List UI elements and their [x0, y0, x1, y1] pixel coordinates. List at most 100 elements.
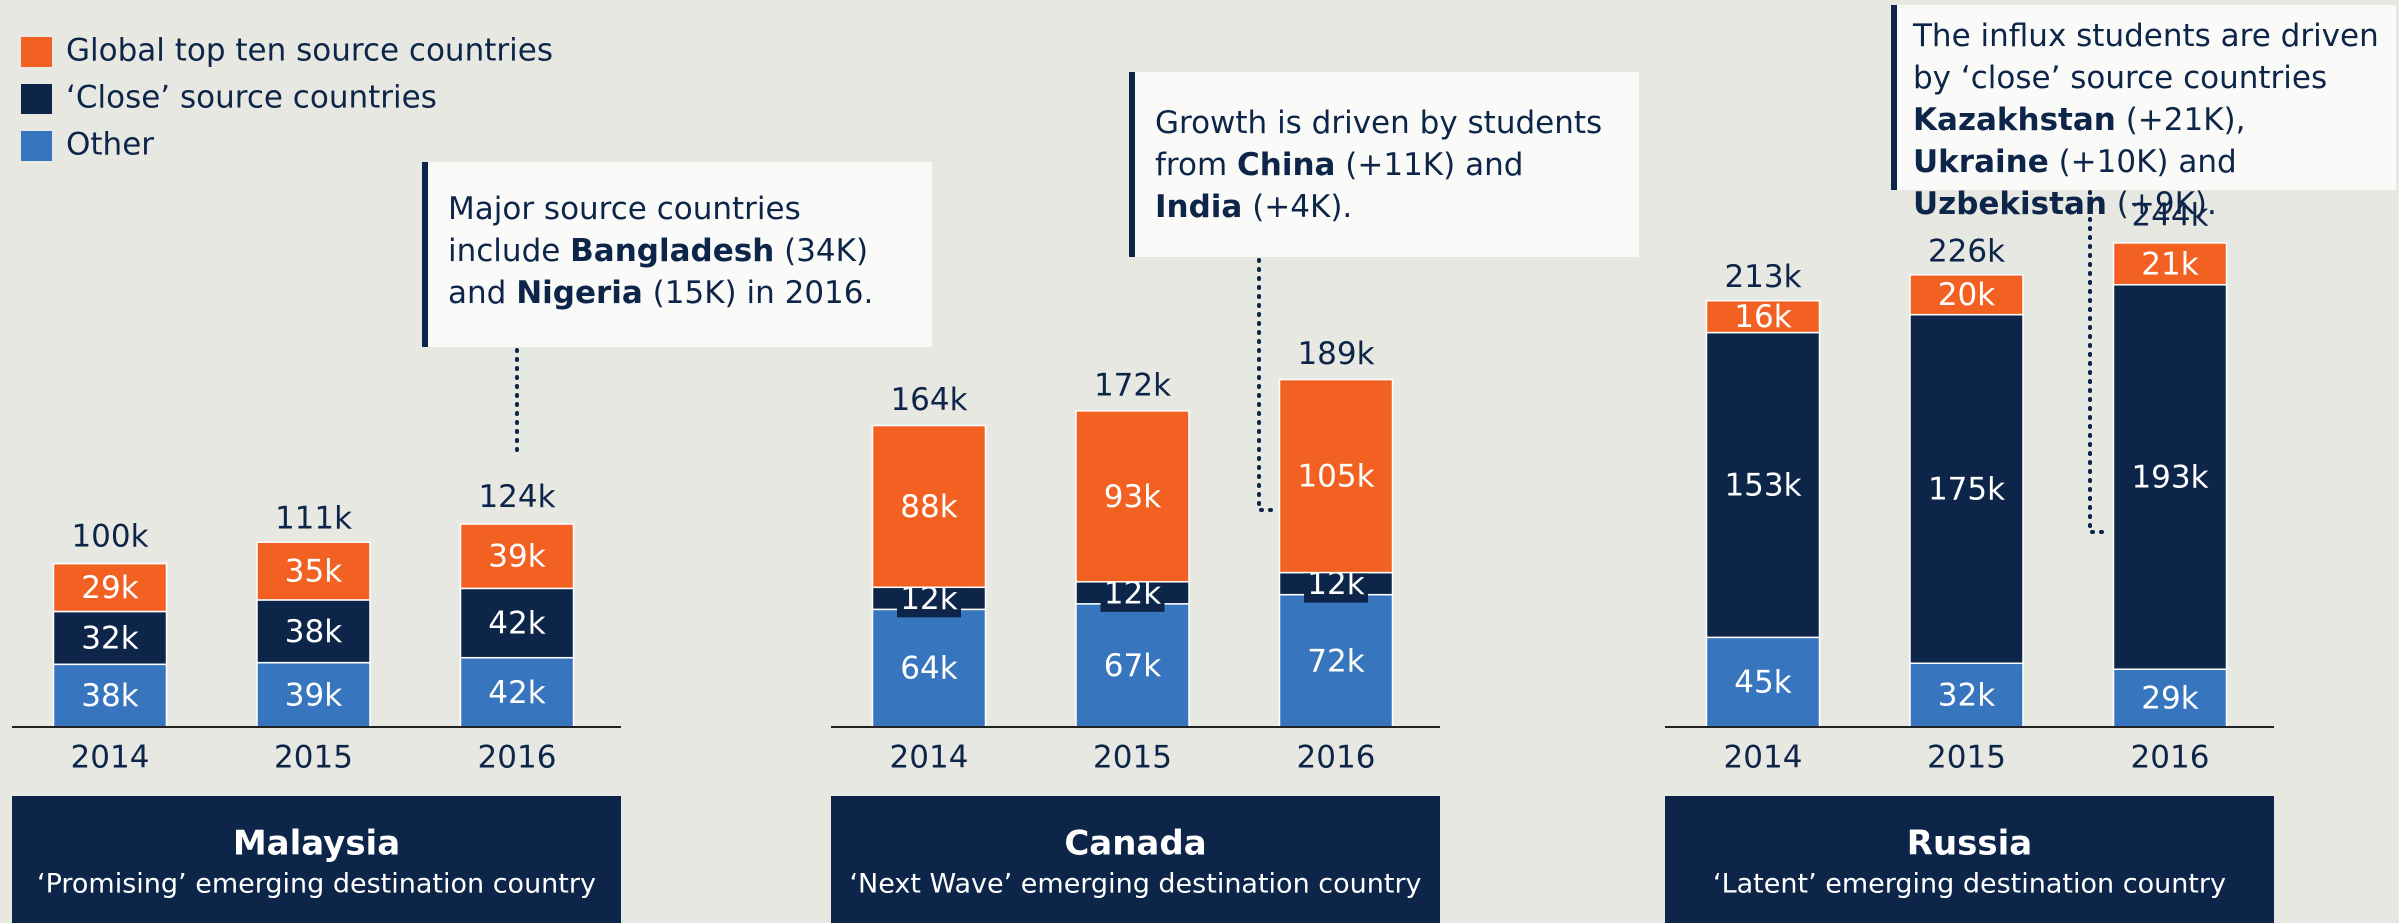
value-label: 35k [285, 554, 342, 590]
legend-label: Other [66, 127, 154, 163]
annotation: Growth is driven by students from China … [1129, 72, 1639, 257]
bar-segment [1705, 331, 1821, 639]
x-tick-label: 2015 [1927, 740, 2006, 776]
legend-swatch [21, 84, 52, 114]
total-label: 226k [1928, 233, 2005, 269]
connector [1257, 258, 1276, 512]
total-label: 213k [1724, 259, 1801, 295]
bar-segment [459, 656, 575, 728]
country-subtitle: ‘Latent’ emerging destination country [1713, 869, 2226, 900]
annotation-text: (+4K). [1242, 189, 1353, 225]
bar-segment [459, 523, 575, 590]
annotation-text: (34K) and [448, 233, 869, 311]
value-label: 93k [1104, 479, 1161, 515]
connectors [515, 190, 2107, 534]
value-label: 32k [81, 620, 138, 656]
annotation-text: Bangladesh [570, 233, 775, 269]
annotation-text: Uzbekistan [1913, 186, 2107, 222]
value-label: 21k [2141, 246, 2198, 282]
value-label: 38k [285, 614, 342, 650]
bar-segment [1075, 410, 1190, 583]
annotation-text: Major source countries include [448, 191, 801, 269]
bar-segment [459, 587, 575, 659]
annotation-text: China [1237, 147, 1336, 183]
value-label: 45k [1734, 665, 1791, 701]
value-label: 39k [285, 677, 342, 713]
bar-segment [256, 661, 371, 728]
value-label: 67k [1104, 648, 1161, 684]
value-label: 16k [1734, 299, 1791, 335]
country-subtitle: ‘Promising’ emerging destination country [37, 869, 596, 900]
bar-segment [1705, 299, 1821, 334]
total-label: 124k [478, 479, 555, 515]
annotation: Major source countries include Banglades… [422, 162, 932, 347]
x-tick-label: 2014 [71, 740, 150, 776]
annotation: The influx students are driven by ‘close… [1891, 5, 2396, 222]
annotation-text: Ukraine [1913, 144, 2049, 180]
annotation-text: (+11K) and [1335, 147, 1524, 183]
bar-segment [1278, 378, 1394, 574]
country-title: Canada [1064, 824, 1206, 864]
x-tick-label: 2016 [478, 740, 557, 776]
annotation-text: Growth is driven by students from [1155, 105, 1603, 183]
x-tick-label: 2014 [890, 740, 969, 776]
legend-swatch [21, 37, 52, 67]
total-label: 100k [71, 518, 148, 554]
total-label: 189k [1297, 336, 1374, 372]
x-tick-label: 2014 [1724, 740, 1803, 776]
annotation-text: The influx students are driven by ‘close… [1913, 18, 2379, 96]
bar-segment [52, 610, 168, 666]
value-label: 72k [1307, 643, 1364, 679]
country-subtitle: ‘Next Wave’ emerging destination country [849, 869, 1421, 900]
annotation-text: Kazakhstan [1913, 102, 2116, 138]
value-label: 38k [81, 678, 138, 714]
bar-segment [1705, 636, 1821, 728]
x-tick-label: 2016 [2131, 740, 2210, 776]
bar-segment [1909, 274, 2024, 316]
value-label: 29k [81, 570, 138, 606]
footer-box [12, 796, 621, 923]
total-label: 164k [890, 382, 967, 418]
x-tick-label: 2015 [1093, 740, 1172, 776]
bar-segment [2112, 242, 2228, 286]
country-title: Malaysia [233, 824, 400, 864]
value-label: 105k [1297, 459, 1374, 495]
legend-swatch [21, 131, 52, 161]
bar-segment [256, 541, 371, 601]
annotation-text: (+21K), [2115, 102, 2246, 138]
annotation-text: Nigeria [516, 275, 643, 311]
total-label: 172k [1094, 367, 1171, 403]
value-label: 29k [2141, 681, 2198, 717]
total-label: 244k [2131, 197, 2208, 233]
value-label: 42k [488, 675, 545, 711]
legend-label: ‘Close’ source countries [66, 80, 437, 116]
annotation-text: India [1155, 189, 1243, 225]
value-label: 39k [488, 539, 545, 575]
value-label: 88k [900, 489, 957, 525]
value-label: 64k [900, 651, 957, 687]
bar-segment [871, 608, 987, 728]
value-label: 42k [488, 606, 545, 642]
annotation-text: (+10K) and [2048, 144, 2237, 180]
value-label: 20k [1938, 277, 1995, 313]
country-title: Russia [1907, 824, 2032, 864]
legend-label: Global top ten source countries [66, 33, 553, 69]
x-tick-label: 2015 [274, 740, 353, 776]
value-label: 193k [2131, 460, 2208, 496]
value-label: 32k [1938, 678, 1995, 714]
bar-segment [1909, 313, 2024, 665]
footer-box [1665, 796, 2274, 923]
total-label: 111k [275, 500, 352, 536]
connector [2088, 190, 2107, 534]
footer-box [831, 796, 1440, 923]
value-label: 153k [1724, 467, 1801, 503]
x-tick-label: 2016 [1297, 740, 1376, 776]
bar-segment [52, 562, 168, 613]
bar-segment [871, 424, 987, 589]
value-label: 175k [1928, 471, 2005, 507]
bar-segment [256, 599, 371, 664]
annotation-text: (15K) in 2016. [642, 275, 874, 311]
annotation-text: (+9K). [2106, 186, 2217, 222]
